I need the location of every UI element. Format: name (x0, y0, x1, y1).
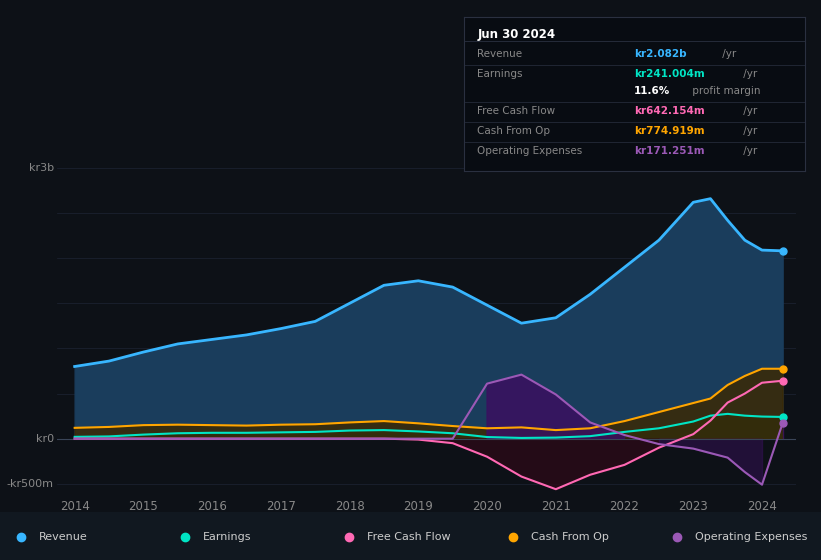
Text: kr3b: kr3b (29, 163, 54, 173)
Text: /yr: /yr (740, 106, 757, 116)
Text: 2017: 2017 (266, 500, 296, 513)
Text: /yr: /yr (719, 49, 736, 59)
Text: Free Cash Flow: Free Cash Flow (478, 106, 556, 116)
Text: 2024: 2024 (747, 500, 777, 513)
Text: kr0: kr0 (35, 433, 54, 444)
Text: /yr: /yr (740, 126, 757, 136)
Text: 2015: 2015 (129, 500, 158, 513)
Text: 2023: 2023 (678, 500, 709, 513)
Text: Cash From Op: Cash From Op (531, 532, 609, 542)
Text: Free Cash Flow: Free Cash Flow (367, 532, 451, 542)
Text: 2016: 2016 (197, 500, 227, 513)
Text: kr2.082b: kr2.082b (635, 49, 687, 59)
Text: 2019: 2019 (403, 500, 433, 513)
Text: 2022: 2022 (610, 500, 640, 513)
Text: /yr: /yr (740, 69, 757, 79)
Text: 2018: 2018 (335, 500, 365, 513)
Text: 11.6%: 11.6% (635, 86, 671, 96)
Text: kr642.154m: kr642.154m (635, 106, 705, 116)
Text: Jun 30 2024: Jun 30 2024 (478, 27, 556, 40)
Text: Revenue: Revenue (478, 49, 523, 59)
Text: Cash From Op: Cash From Op (478, 126, 551, 136)
Text: /yr: /yr (740, 146, 757, 156)
Text: kr171.251m: kr171.251m (635, 146, 705, 156)
Text: kr241.004m: kr241.004m (635, 69, 705, 79)
Text: Operating Expenses: Operating Expenses (695, 532, 808, 542)
Text: kr774.919m: kr774.919m (635, 126, 705, 136)
Text: Earnings: Earnings (478, 69, 523, 79)
Text: Revenue: Revenue (39, 532, 87, 542)
Text: profit margin: profit margin (689, 86, 760, 96)
Text: Earnings: Earnings (203, 532, 251, 542)
Text: Operating Expenses: Operating Expenses (478, 146, 583, 156)
Text: 2014: 2014 (60, 500, 89, 513)
Text: 2021: 2021 (541, 500, 571, 513)
Text: -kr500m: -kr500m (7, 479, 54, 489)
Text: 2020: 2020 (472, 500, 502, 513)
